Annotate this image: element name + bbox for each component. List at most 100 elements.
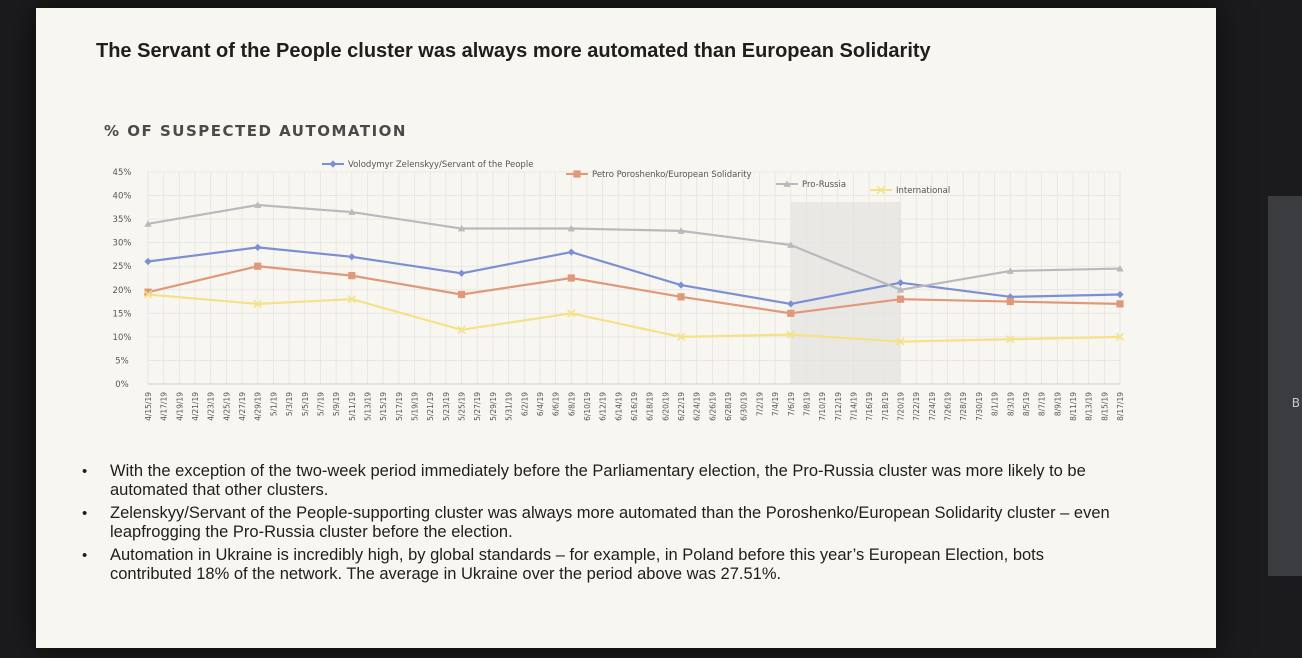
x-tick-label: 8/13/19	[1085, 392, 1094, 421]
data-point	[896, 279, 905, 287]
x-tick-label: 7/4/19	[771, 392, 780, 416]
x-tick-label: 6/18/19	[646, 392, 655, 421]
x-tick-label: 6/24/19	[693, 392, 702, 421]
legend-item: Pro-Russia	[776, 180, 846, 190]
x-tick-label: 7/24/19	[928, 392, 937, 421]
y-tick-label: 25%	[113, 262, 132, 272]
data-point	[1006, 335, 1015, 344]
x-tick-label: 5/15/19	[379, 392, 388, 421]
data-point	[144, 257, 152, 266]
x-tick-label: 8/15/19	[1100, 392, 1109, 421]
edge-letter: B	[1291, 396, 1300, 410]
data-point	[1116, 264, 1124, 272]
data-point	[348, 208, 356, 215]
y-tick-label: 0%	[115, 380, 129, 390]
data-point	[676, 332, 686, 342]
data-point	[677, 293, 685, 301]
y-tick-label: 30%	[113, 239, 132, 249]
gridlines	[147, 171, 1121, 385]
data-point	[1006, 297, 1014, 306]
x-tick-label: 6/30/19	[740, 392, 749, 421]
x-tick-label: 7/12/19	[834, 392, 843, 421]
series-line	[147, 265, 1121, 315]
data-point	[253, 299, 262, 309]
x-tick-label: 6/6/19	[552, 392, 561, 416]
legend-label: Volodymyr Zelenskyy/Servant of the Peopl…	[348, 160, 533, 170]
series-lines	[143, 201, 1125, 346]
data-point	[896, 295, 905, 303]
x-tick-label: 5/21/19	[426, 392, 435, 421]
data-point	[1116, 300, 1124, 308]
x-tick-label: 7/16/19	[865, 392, 874, 421]
x-tick-label: 5/19/19	[411, 392, 420, 421]
legend-marker	[783, 180, 791, 187]
y-tick-label: 5%	[115, 356, 129, 366]
x-tick-label: 6/12/19	[599, 392, 608, 421]
legend-marker	[573, 170, 581, 178]
data-point	[567, 248, 575, 256]
x-tick-label: 5/27/19	[473, 392, 482, 421]
x-tick-label: 5/31/19	[505, 392, 514, 421]
x-tick-label: 5/5/19	[301, 392, 310, 416]
x-tick-label: 6/26/19	[708, 392, 717, 421]
data-point	[457, 224, 466, 232]
legend-label: Petro Poroshenko/European Solidarity	[592, 170, 752, 180]
data-point	[677, 227, 685, 234]
x-tick-label: 4/23/19	[207, 392, 216, 421]
x-tick-label: 7/28/19	[959, 392, 968, 421]
x-tick-label: 7/26/19	[944, 392, 953, 421]
data-point	[1115, 332, 1125, 342]
chart-heading: % OF SUSPECTED AUTOMATION	[104, 122, 407, 140]
x-tick-label: 8/3/19	[1006, 392, 1015, 416]
legend-label: Pro-Russia	[802, 180, 846, 190]
x-tick-label: 4/25/19	[222, 392, 231, 421]
x-tick-label: 5/25/19	[458, 392, 467, 421]
series-line	[147, 246, 1121, 306]
x-tick-label: 6/10/19	[583, 392, 592, 421]
x-tick-label: 4/29/19	[254, 392, 263, 421]
x-tick-label: 5/17/19	[395, 392, 404, 421]
data-point	[457, 269, 466, 277]
x-tick-label: 6/14/19	[614, 392, 623, 421]
x-tick-label: 7/18/19	[881, 392, 890, 421]
data-point	[457, 325, 466, 334]
x-tick-label: 8/1/19	[991, 392, 1000, 416]
legend-label: International	[896, 186, 950, 196]
y-tick-label: 20%	[113, 286, 132, 296]
x-tick-label: 8/17/19	[1116, 392, 1125, 421]
x-tick-label: 6/20/19	[661, 392, 670, 421]
x-tick-label: 5/13/19	[363, 392, 372, 421]
data-point	[348, 272, 356, 280]
data-point	[1006, 293, 1014, 301]
slide-title: The Servant of the People cluster was al…	[96, 40, 931, 62]
bullet-list: With the exception of the two-week perio…	[80, 462, 1120, 588]
data-point	[144, 220, 152, 227]
data-point	[786, 330, 795, 339]
x-tick-label: 6/8/19	[567, 392, 576, 416]
legend-item: International	[870, 185, 950, 196]
legend: Volodymyr Zelenskyy/Servant of the Peopl…	[322, 160, 950, 196]
data-point	[896, 286, 905, 293]
x-tick-label: 7/6/19	[787, 392, 796, 416]
data-point	[144, 288, 152, 296]
data-point	[254, 201, 262, 208]
legend-marker	[876, 185, 886, 195]
x-tick-label: 7/20/19	[897, 392, 906, 421]
x-tick-label: 6/4/19	[536, 392, 545, 416]
bullet-item: Automation in Ukraine is incredibly high…	[80, 546, 1120, 584]
x-tick-label: 7/22/19	[912, 392, 921, 421]
legend-marker	[329, 160, 337, 168]
x-tick-label: 7/30/19	[975, 392, 984, 421]
data-point	[787, 300, 795, 308]
x-tick-label: 4/21/19	[191, 392, 200, 421]
x-tick-label: 5/11/19	[348, 392, 357, 421]
x-tick-label: 8/5/19	[1022, 392, 1031, 416]
data-point	[567, 309, 576, 318]
data-point	[254, 262, 262, 270]
x-tick-label: 5/23/19	[442, 392, 451, 421]
x-tick-label: 4/17/19	[160, 392, 169, 421]
x-tick-label: 5/7/19	[316, 392, 325, 416]
x-tick-label: 8/7/19	[1038, 392, 1047, 416]
x-tick-label: 4/15/19	[144, 392, 153, 421]
x-tick-label: 6/22/19	[677, 392, 686, 421]
